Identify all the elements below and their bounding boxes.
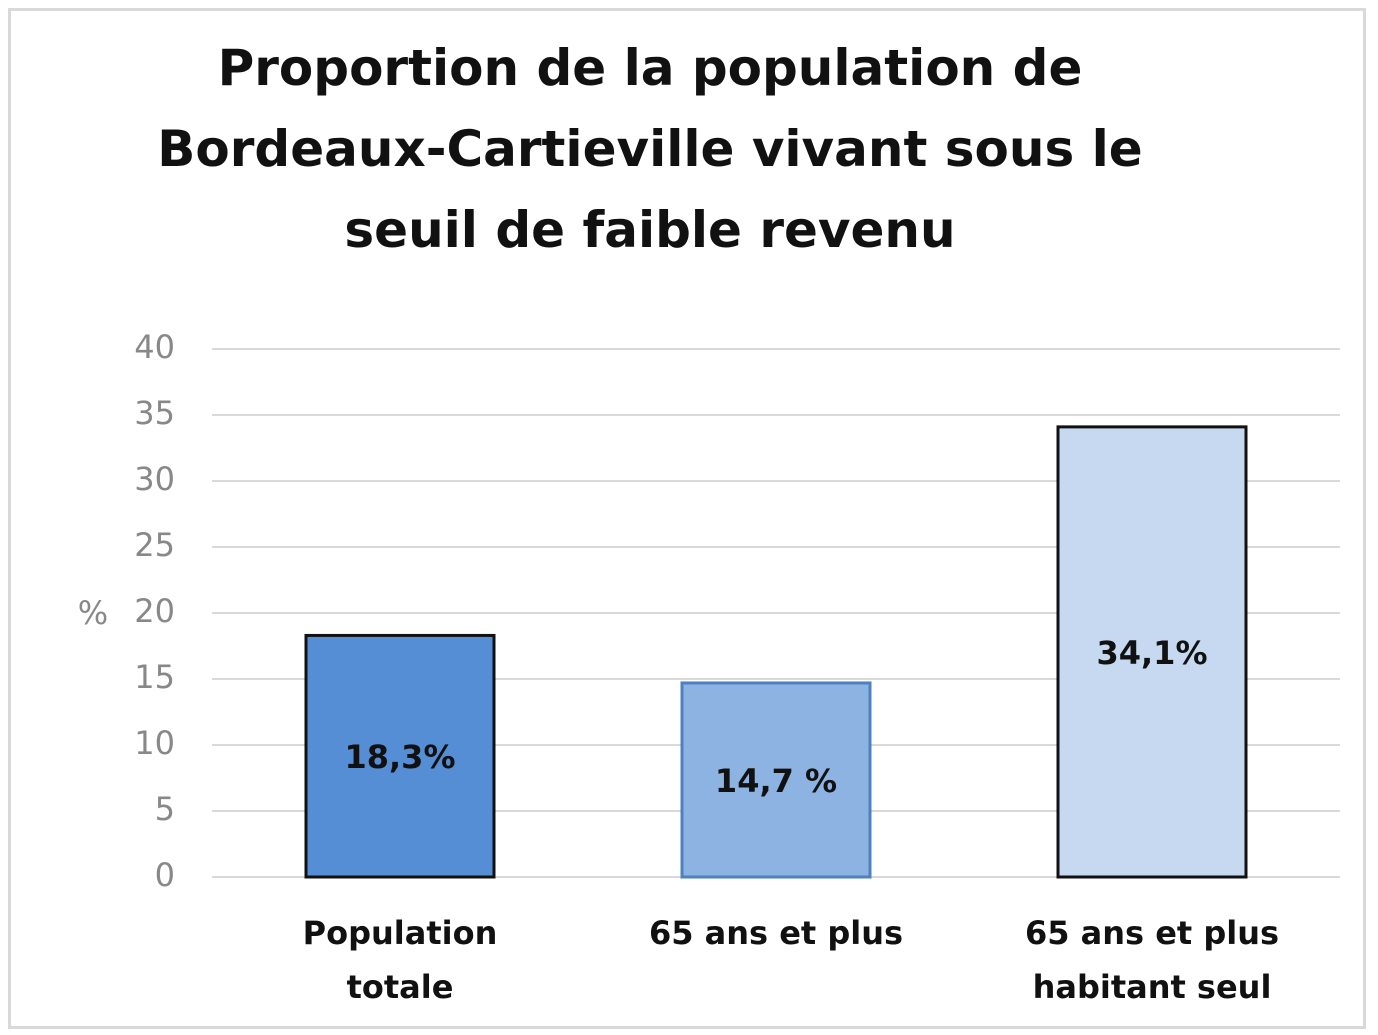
y-tick-label: 35: [134, 394, 175, 432]
y-tick-label: 20: [134, 592, 175, 630]
x-tick-label: 65 ans et plus habitant seul: [1024, 914, 1280, 1006]
y-tick-label: 25: [134, 526, 175, 564]
chart-frame: [8, 8, 1366, 1029]
x-tick-label: 65 ans et plus: [648, 914, 904, 952]
chart-title: Proportion de la population de Bordeaux-…: [157, 39, 1143, 259]
y-axis-label: %: [78, 594, 108, 632]
y-tick-label: 30: [134, 460, 175, 498]
bar: [680, 681, 872, 879]
data-label: 18,3%: [344, 738, 455, 776]
data-label: 34,1%: [1096, 634, 1207, 672]
y-tick-label: 10: [134, 724, 175, 762]
data-label: 14,7 %: [715, 762, 837, 800]
y-tick-label: 5: [155, 790, 175, 828]
bar: [304, 633, 496, 879]
bar: [1056, 425, 1248, 879]
y-tick-label: 40: [134, 328, 175, 366]
y-tick-label: 15: [134, 658, 175, 696]
y-tick-label: 0: [155, 856, 175, 894]
x-tick-label: Population totale: [302, 914, 498, 1006]
